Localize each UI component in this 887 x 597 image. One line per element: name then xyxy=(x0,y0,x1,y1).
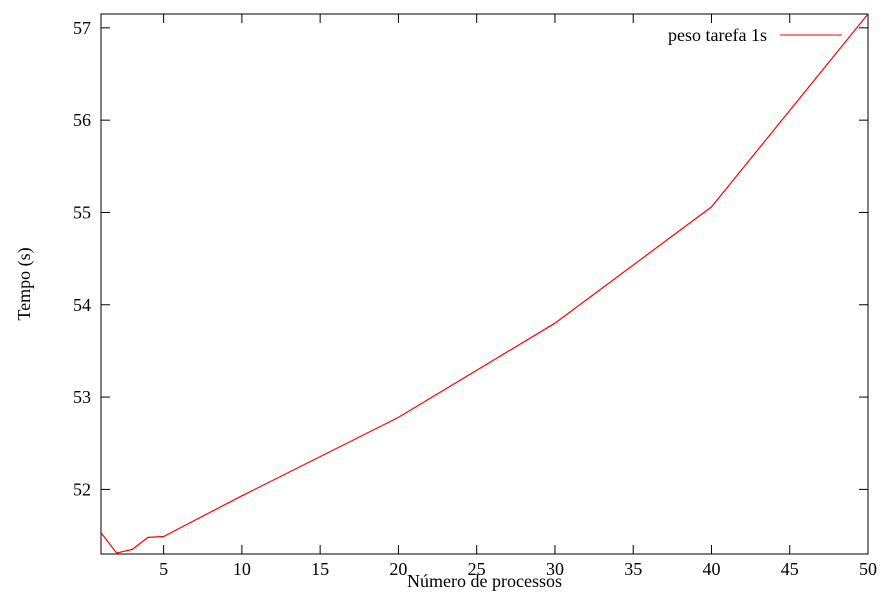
y-tick-label: 52 xyxy=(73,479,91,499)
x-tick-label: 45 xyxy=(781,559,799,579)
x-tick-label: 5 xyxy=(159,559,168,579)
x-tick-label: 20 xyxy=(389,559,407,579)
y-axis-label: Tempo (s) xyxy=(14,247,35,320)
x-tick-label: 15 xyxy=(311,559,329,579)
x-tick-label: 10 xyxy=(233,559,251,579)
x-tick-label: 35 xyxy=(624,559,642,579)
x-tick-label: 30 xyxy=(546,559,564,579)
y-tick-label: 54 xyxy=(73,295,91,315)
legend-label: peso tarefa 1s xyxy=(668,25,767,45)
x-axis-ticks: 5 10 15 20 25 30 35 40 45 50 xyxy=(159,14,877,579)
legend: peso tarefa 1s xyxy=(668,25,842,45)
y-tick-label: 56 xyxy=(73,110,91,130)
x-tick-label: 25 xyxy=(468,559,486,579)
x-tick-label: 50 xyxy=(859,559,877,579)
y-tick-label: 57 xyxy=(73,18,91,38)
series-line xyxy=(100,13,869,554)
series-layer xyxy=(100,13,869,554)
y-tick-label: 55 xyxy=(73,202,91,222)
plot-frame xyxy=(100,13,869,555)
y-tick-label: 53 xyxy=(73,387,91,407)
y-axis-ticks: 52 53 54 55 56 57 xyxy=(73,18,868,499)
x-tick-label: 40 xyxy=(702,559,720,579)
x-axis-label: Número de processos xyxy=(407,571,562,591)
